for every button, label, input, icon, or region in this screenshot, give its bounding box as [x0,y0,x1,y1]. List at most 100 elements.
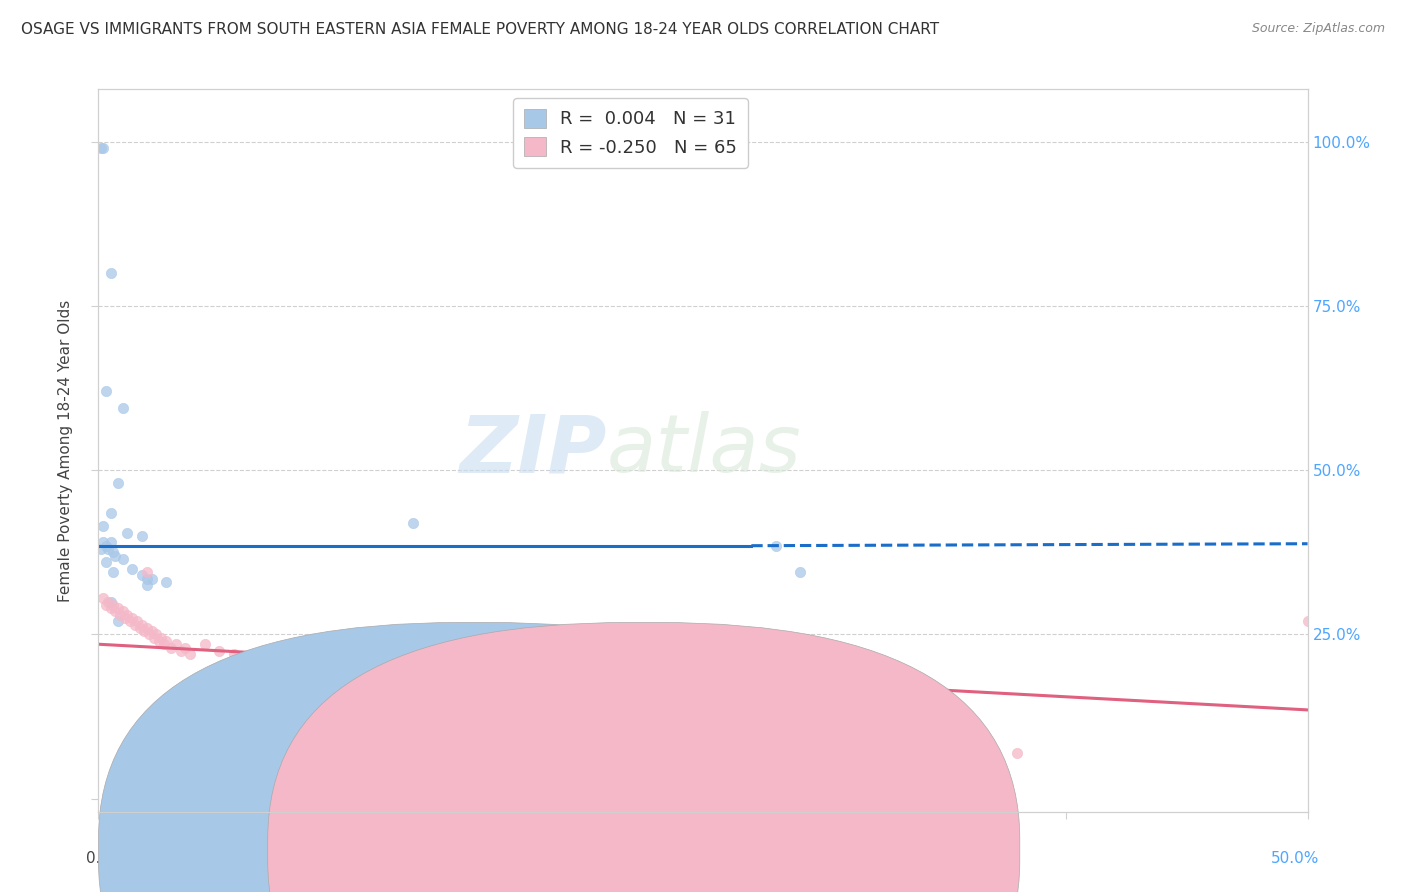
Point [860,713,883,727]
Point [94,384,117,399]
Point [179,647,201,661]
Point [281,657,304,671]
Point [114,611,136,625]
Point [160,640,183,655]
Point [571,719,593,733]
Point [165,637,187,651]
Point [256,654,278,668]
Legend: R =  0.004   N = 31, R = -0.250   N = 65: R = 0.004 N = 31, R = -0.250 N = 65 [513,98,748,168]
Point [135,578,157,592]
Point [148,634,170,648]
Point [111,604,134,618]
Point [100,594,122,608]
Point [104,604,127,618]
Point [426,676,449,690]
Point [150,631,173,645]
Point [377,670,399,684]
Point [668,676,690,690]
Text: 50.0%: 50.0% [1271,852,1320,866]
Point [101,565,124,579]
Text: Immigrants from South Eastern Asia: Immigrants from South Eastern Asia [664,849,942,864]
Point [135,621,157,635]
Point [155,634,177,648]
Point [127,614,149,628]
Point [498,686,520,700]
Text: ZIP: ZIP [458,411,606,490]
Point [305,660,328,674]
Point [208,644,231,658]
Point [169,644,191,658]
Point [128,621,150,635]
Text: Source: ZipAtlas.com: Source: ZipAtlas.com [1251,22,1385,36]
Point [232,650,254,665]
Text: OSAGE VS IMMIGRANTS FROM SOUTH EASTERN ASIA FEMALE POVERTY AMONG 18-24 YEAR OLDS: OSAGE VS IMMIGRANTS FROM SOUTH EASTERN A… [21,22,939,37]
Point [91,519,114,533]
Point [523,640,546,655]
Point [135,565,157,579]
Point [107,476,129,491]
Point [619,696,641,710]
Point [100,535,122,549]
Point [523,736,546,750]
Point [353,666,375,681]
Point [1296,614,1319,628]
Point [107,601,129,615]
Point [934,742,956,756]
Point [100,601,122,615]
Point [155,574,177,589]
Point [194,637,217,651]
Point [152,637,174,651]
Text: Osage: Osage [495,849,544,864]
Point [765,706,787,721]
Point [91,535,114,549]
Point [91,141,114,155]
Point [716,703,738,717]
Point [450,680,472,694]
Point [668,680,690,694]
Text: 0.0%: 0.0% [86,852,125,866]
Point [222,647,245,661]
Point [94,555,117,569]
Point [108,607,131,622]
Point [100,506,122,520]
Point [97,594,120,608]
Point [402,673,425,688]
Point [619,686,641,700]
Point [121,562,143,576]
Point [101,598,124,612]
Text: atlas: atlas [606,411,801,490]
Point [100,266,122,280]
Point [765,539,787,553]
Point [91,591,114,606]
Point [813,686,835,700]
Point [138,627,160,641]
Point [107,614,129,628]
FancyBboxPatch shape [267,623,1019,892]
Point [141,624,163,639]
Point [402,516,425,530]
Point [90,141,112,155]
Point [131,617,153,632]
Point [131,529,153,543]
Point [117,525,139,540]
Point [860,690,883,704]
Point [571,647,593,661]
Point [131,568,153,582]
Point [668,699,690,714]
Point [90,541,112,556]
Point [94,539,117,553]
Point [716,683,738,698]
Y-axis label: Female Poverty Among 18-24 Year Olds: Female Poverty Among 18-24 Year Olds [58,300,73,601]
Point [1007,746,1029,760]
Point [121,611,143,625]
Point [571,693,593,707]
Point [789,565,811,579]
Point [523,690,546,704]
Point [111,401,134,415]
Point [174,640,197,655]
Point [117,607,139,622]
Point [141,572,163,586]
Point [619,693,641,707]
Point [329,664,352,678]
Point [124,617,146,632]
